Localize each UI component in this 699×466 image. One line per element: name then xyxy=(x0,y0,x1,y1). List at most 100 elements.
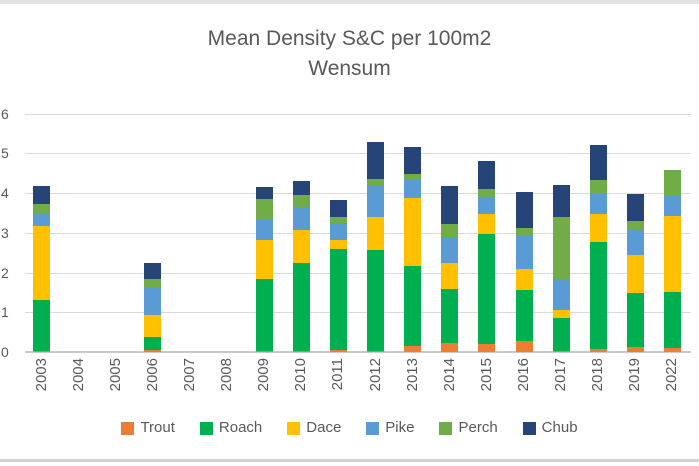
bar-segment-dace-2019[interactable] xyxy=(626,255,644,294)
bar-segment-roach-2012[interactable] xyxy=(367,250,385,352)
bar-segment-chub-2016[interactable] xyxy=(515,191,533,228)
bar-segment-perch-2016[interactable] xyxy=(515,227,533,237)
bar-segment-pike-2003[interactable] xyxy=(33,213,51,227)
bar-segment-roach-2011[interactable] xyxy=(329,249,347,351)
bar-segment-roach-2018[interactable] xyxy=(589,241,607,349)
bar-segment-chub-2012[interactable] xyxy=(367,142,385,180)
legend-item-trout[interactable]: Trout xyxy=(121,419,175,437)
legend-item-perch[interactable]: Perch xyxy=(439,419,498,437)
bar-segment-chub-2015[interactable] xyxy=(478,161,496,189)
bar-segment-pike-2017[interactable] xyxy=(552,278,570,310)
bar-segment-trout-2015[interactable] xyxy=(478,343,496,352)
bar-segment-roach-2014[interactable] xyxy=(441,288,459,343)
bar-segment-trout-2003[interactable] xyxy=(33,351,51,352)
bar-segment-chub-2018[interactable] xyxy=(589,144,607,181)
bar-segment-trout-2012[interactable] xyxy=(367,351,385,352)
bar-segment-roach-2015[interactable] xyxy=(478,233,496,344)
bar-segment-pike-2019[interactable] xyxy=(626,229,644,256)
chart-title: Mean Density S&C per 100m2 Wensum xyxy=(0,24,699,84)
bar-segment-dace-2009[interactable] xyxy=(255,240,273,280)
bar-segment-dace-2003[interactable] xyxy=(33,226,51,300)
bar-segment-trout-2019[interactable] xyxy=(626,347,644,352)
bar-segment-dace-2017[interactable] xyxy=(552,309,570,318)
legend-item-roach[interactable]: Roach xyxy=(199,419,262,437)
bar-segment-trout-2016[interactable] xyxy=(515,341,533,352)
bar-segment-chub-2014[interactable] xyxy=(441,185,459,224)
legend-swatch-dace-icon xyxy=(287,421,301,435)
bar-segment-trout-2011[interactable] xyxy=(329,350,347,352)
bar-segment-perch-2010[interactable] xyxy=(292,194,310,207)
bar-segment-roach-2009[interactable] xyxy=(255,279,273,352)
legend-item-chub[interactable]: Chub xyxy=(522,419,578,437)
bar-segment-dace-2011[interactable] xyxy=(329,240,347,250)
x-axis-label-2008: 2008 xyxy=(218,358,236,392)
bar-segment-trout-2017[interactable] xyxy=(552,351,570,352)
bar-segment-pike-2011[interactable] xyxy=(329,222,347,241)
bar-segment-perch-2019[interactable] xyxy=(626,221,644,230)
bar-segment-perch-2006[interactable] xyxy=(144,278,162,288)
bar-segment-trout-2014[interactable] xyxy=(441,342,459,352)
bar-segment-perch-2003[interactable] xyxy=(33,203,51,214)
bar-segment-dace-2022[interactable] xyxy=(663,216,681,292)
bar-segment-chub-2010[interactable] xyxy=(292,181,310,195)
gridline-y6 xyxy=(25,113,691,115)
bar-segment-perch-2009[interactable] xyxy=(255,199,273,220)
bar-segment-dace-2018[interactable] xyxy=(589,214,607,242)
bar-segment-perch-2015[interactable] xyxy=(478,188,496,197)
bar-segment-trout-2009[interactable] xyxy=(255,351,273,352)
bar-segment-roach-2010[interactable] xyxy=(292,262,310,352)
bar-segment-trout-2013[interactable] xyxy=(404,346,422,352)
bar-segment-pike-2018[interactable] xyxy=(589,193,607,215)
bar-segment-pike-2009[interactable] xyxy=(255,219,273,241)
bar-segment-dace-2015[interactable] xyxy=(478,214,496,234)
bar-segment-pike-2022[interactable] xyxy=(663,194,681,217)
bar-segment-pike-2012[interactable] xyxy=(367,184,385,217)
bar-segment-pike-2013[interactable] xyxy=(404,180,422,198)
bar-segment-chub-2011[interactable] xyxy=(329,200,347,217)
bar-segment-perch-2014[interactable] xyxy=(441,223,459,238)
bar-segment-dace-2014[interactable] xyxy=(441,262,459,289)
bar-segment-pike-2015[interactable] xyxy=(478,196,496,215)
bar-segment-roach-2006[interactable] xyxy=(144,337,162,351)
bar-segment-pike-2006[interactable] xyxy=(144,287,162,315)
bar-segment-trout-2022[interactable] xyxy=(663,347,681,352)
x-axis-label-2016: 2016 xyxy=(515,358,532,392)
bar-segment-dace-2016[interactable] xyxy=(515,269,533,291)
bar-segment-chub-2003[interactable] xyxy=(33,186,51,204)
x-axis-label-2019: 2019 xyxy=(626,358,644,392)
legend-item-pike[interactable]: Pike xyxy=(366,419,414,437)
legend-label-dace: Dace xyxy=(306,419,342,436)
bar-segment-perch-2011[interactable] xyxy=(329,216,347,223)
bar-segment-roach-2017[interactable] xyxy=(552,317,570,352)
bar-segment-chub-2009[interactable] xyxy=(255,187,273,200)
bar-segment-dace-2013[interactable] xyxy=(404,197,422,267)
bar-segment-trout-2010[interactable] xyxy=(292,351,310,352)
bar-segment-trout-2018[interactable] xyxy=(589,348,607,352)
y-axis-tick-label-0: 0 xyxy=(1,344,9,360)
bar-segment-perch-2017[interactable] xyxy=(552,216,570,279)
bar-segment-dace-2006[interactable] xyxy=(144,314,162,338)
legend-item-dace[interactable]: Dace xyxy=(287,419,341,437)
bar-segment-chub-2017[interactable] xyxy=(552,185,570,217)
bar-segment-perch-2022[interactable] xyxy=(663,170,681,195)
bar-segment-trout-2006[interactable] xyxy=(144,350,162,352)
bar-segment-perch-2012[interactable] xyxy=(367,179,385,185)
bar-segment-chub-2013[interactable] xyxy=(404,146,422,175)
bar-segment-pike-2014[interactable] xyxy=(441,237,459,263)
bar-segment-dace-2012[interactable] xyxy=(367,216,385,251)
bar-segment-chub-2019[interactable] xyxy=(626,193,644,222)
bar-segment-roach-2022[interactable] xyxy=(663,291,681,348)
bar-segment-perch-2018[interactable] xyxy=(589,180,607,194)
bar-segment-roach-2019[interactable] xyxy=(626,293,644,348)
bar-segment-roach-2016[interactable] xyxy=(515,290,533,342)
bar-segment-pike-2016[interactable] xyxy=(515,236,533,270)
bar-segment-roach-2003[interactable] xyxy=(33,299,51,352)
bar-segment-pike-2010[interactable] xyxy=(292,206,310,230)
bar-segment-chub-2006[interactable] xyxy=(144,262,162,279)
bar-segment-roach-2013[interactable] xyxy=(404,266,422,347)
bar-segment-dace-2010[interactable] xyxy=(292,229,310,263)
bar-segment-perch-2013[interactable] xyxy=(404,174,422,181)
y-axis-tick-label-3: 3 xyxy=(1,224,9,241)
y-axis-tick-label-5: 5 xyxy=(1,145,9,162)
